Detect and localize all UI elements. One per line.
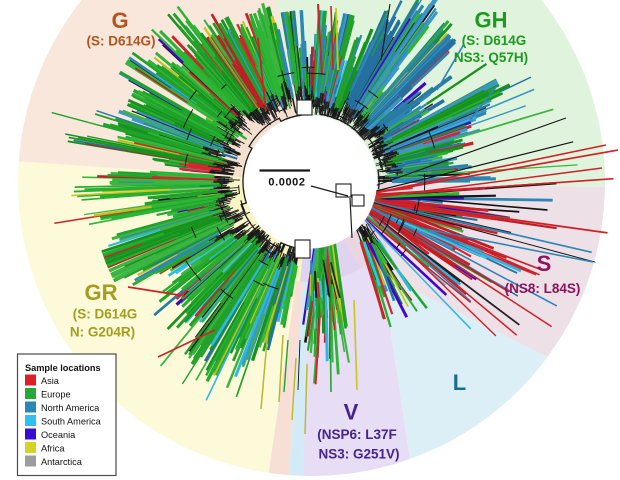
svg-text:NS3: Q57H): NS3: Q57H) xyxy=(454,50,528,65)
svg-text:(S: D614G): (S: D614G) xyxy=(86,34,155,49)
svg-text:South America: South America xyxy=(41,417,102,427)
svg-text:Antarctica: Antarctica xyxy=(41,457,83,467)
svg-text:L: L xyxy=(453,370,466,395)
svg-text:Europe: Europe xyxy=(41,390,71,400)
svg-text:Sample locations: Sample locations xyxy=(25,363,101,373)
svg-text:(NSP6: L37F: (NSP6: L37F xyxy=(317,427,397,442)
svg-text:GR: GR xyxy=(85,280,118,305)
svg-text:G: G xyxy=(111,8,128,33)
svg-text:S: S xyxy=(537,251,552,276)
svg-text:(S: D614G: (S: D614G xyxy=(462,33,527,48)
svg-text:Oceania: Oceania xyxy=(41,430,76,440)
svg-text:Asia: Asia xyxy=(41,376,60,386)
svg-text:V: V xyxy=(344,400,359,425)
svg-text:NS3: G251V): NS3: G251V) xyxy=(318,447,399,462)
svg-text:GH: GH xyxy=(475,8,508,33)
svg-text:(S: D614G: (S: D614G xyxy=(73,307,138,322)
svg-text:Africa: Africa xyxy=(41,444,65,454)
svg-text:N: G204R): N: G204R) xyxy=(70,325,135,340)
svg-text:(NS8: L84S): (NS8: L84S) xyxy=(505,281,581,296)
svg-text:0.0002: 0.0002 xyxy=(268,177,305,189)
svg-text:North America: North America xyxy=(41,403,100,413)
